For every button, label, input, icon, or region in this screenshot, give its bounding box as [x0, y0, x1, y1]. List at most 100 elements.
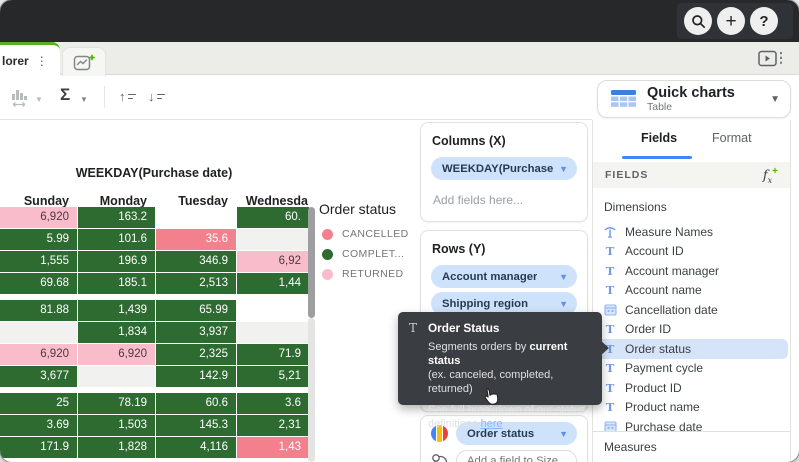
columns-shelf-title: Columns (X) [432, 134, 576, 148]
table-cell[interactable]: 163.2 [78, 207, 155, 228]
table-cell[interactable]: 196.9 [78, 251, 155, 272]
table-cell[interactable]: 185.1 [78, 273, 155, 294]
table-row: 6,9206,9202,32571.9 [0, 344, 309, 365]
dimension-item-account-manager[interactable]: TAccount manager [596, 261, 788, 281]
table-cell[interactable]: 145.3 [156, 415, 236, 436]
chevron-down-icon[interactable]: ▼ [559, 272, 568, 282]
table-cell[interactable]: 1,439 [78, 300, 155, 321]
table-cell[interactable]: 69.68 [0, 273, 77, 294]
chart-type-chevron-icon[interactable]: ▼ [35, 95, 43, 104]
dimension-item-product-name[interactable]: TProduct name [596, 398, 788, 418]
tab-fields[interactable]: Fields [641, 131, 677, 145]
measures-divider [592, 431, 790, 432]
table-cell[interactable]: 142.9 [156, 366, 236, 387]
chevron-down-icon: ▼ [770, 94, 780, 105]
table-cell[interactable]: 2,325 [156, 344, 236, 365]
table-cell[interactable]: 5.99 [0, 229, 77, 250]
sort-lines-icon [157, 94, 165, 100]
table-cell[interactable]: 6,92 [237, 251, 309, 272]
dimension-item-cancellation-date[interactable]: Cancellation date [596, 300, 788, 320]
table-cell[interactable] [78, 366, 155, 387]
text-icon: T [603, 283, 617, 297]
table-cell[interactable]: 3,677 [0, 366, 77, 387]
tooltip-title: Order Status [428, 321, 590, 335]
table-cell[interactable]: 65.99 [156, 300, 236, 321]
table-cell[interactable]: 1,555 [0, 251, 77, 272]
dimension-item-label: Product name [625, 400, 700, 414]
table-cell[interactable] [237, 229, 309, 250]
dimension-item-measure-names[interactable]: Measure Names [596, 222, 788, 242]
search-button[interactable] [684, 7, 712, 35]
definitions-link[interactable]: here [481, 418, 503, 430]
add-calculated-field-button[interactable]: fx+ [763, 166, 778, 185]
table-cell[interactable]: 60.6 [156, 393, 236, 414]
dimension-item-label: Purchase date [625, 420, 702, 431]
chart-type-button[interactable] [10, 86, 32, 113]
sort-descending-button[interactable]: ↓ [148, 90, 165, 103]
chevron-down-icon[interactable]: ▼ [559, 164, 568, 174]
table-cell[interactable]: 3.69 [0, 415, 77, 436]
table-cell[interactable]: 81.88 [0, 300, 77, 321]
table-cell[interactable]: 25 [0, 393, 77, 414]
chart-type-selector[interactable]: Quick charts Table ▼ [597, 80, 791, 118]
table-cell[interactable]: 6,920 [0, 344, 77, 365]
dimension-item-purchase-date[interactable]: Purchase date [596, 417, 788, 431]
legend-item[interactable]: RETURNED [322, 264, 409, 284]
measure-names-icon [603, 225, 617, 239]
aggregation-chevron-icon[interactable]: ▼ [80, 95, 88, 104]
table-cell[interactable] [0, 322, 77, 343]
new-chart-tab[interactable] [62, 47, 106, 76]
field-pill-account-manager[interactable]: Account manager▼ [431, 265, 577, 288]
table-cell[interactable]: 71.9 [237, 344, 309, 365]
table-cell[interactable]: 1,503 [78, 415, 155, 436]
field-tooltip: T Order Status Segments orders by curren… [398, 312, 602, 405]
table-cell[interactable]: 1,828 [78, 437, 155, 458]
dimension-item-order-status[interactable]: TOrder status [596, 339, 788, 359]
panel-right-edge [790, 120, 791, 462]
table-cell[interactable]: 2,513 [156, 273, 236, 294]
table-cell[interactable]: 5,21 [237, 366, 309, 387]
table-cell[interactable]: 1,44 [237, 273, 309, 294]
table-cell[interactable]: 346.9 [156, 251, 236, 272]
table-cell[interactable]: 1,834 [78, 322, 155, 343]
text-type-icon: T [409, 321, 417, 335]
table-cell[interactable]: 78.19 [78, 393, 155, 414]
dimension-item-payment-cycle[interactable]: TPayment cycle [596, 359, 788, 379]
collapse-panel-button[interactable] [758, 50, 788, 68]
sort-ascending-button[interactable]: ↑ [119, 90, 136, 103]
tab-menu-icon[interactable]: ⋮ [36, 54, 48, 68]
chevron-down-icon[interactable]: ▼ [559, 299, 568, 309]
columns-drop-hint[interactable]: Add fields here... [433, 193, 575, 207]
table-cell[interactable]: 6,920 [78, 344, 155, 365]
tab-explorer[interactable]: lorer ⋮ [0, 42, 60, 76]
help-button[interactable]: ? [750, 7, 778, 35]
add-button[interactable]: + [717, 7, 745, 35]
size-field-input[interactable] [456, 450, 577, 462]
table-cell[interactable] [156, 207, 236, 228]
dimension-item-account-id[interactable]: TAccount ID [596, 242, 788, 262]
dimension-item-product-id[interactable]: TProduct ID [596, 378, 788, 398]
aggregation-button[interactable]: Σ [60, 85, 70, 105]
table-cell[interactable]: 101.6 [78, 229, 155, 250]
table-cell[interactable]: 2,31 [237, 415, 309, 436]
table-cell[interactable] [237, 300, 309, 321]
table-cell[interactable]: 3,937 [156, 322, 236, 343]
table-cell[interactable]: 1,43 [237, 437, 309, 458]
table-cell[interactable]: 4,116 [156, 437, 236, 458]
dimension-item-account-name[interactable]: TAccount name [596, 281, 788, 301]
table-cell[interactable]: 6,920 [0, 207, 77, 228]
legend-item[interactable]: COMPLET... [322, 244, 409, 264]
table-cell[interactable]: 60. [237, 207, 309, 228]
bar-chart-icon [10, 86, 32, 108]
table-scrollbar-thumb[interactable] [308, 207, 315, 318]
table-cell[interactable]: 35.6 [156, 229, 236, 250]
dimension-item-order-id[interactable]: TOrder ID [596, 320, 788, 340]
table-body: 6,920163.260.5.99101.635.61,555196.9346.… [0, 207, 309, 459]
table-cell[interactable]: 171.9 [0, 437, 77, 458]
table-cell[interactable] [237, 322, 309, 343]
legend-item[interactable]: CANCELLED [322, 224, 409, 244]
tab-format[interactable]: Format [712, 131, 752, 145]
field-pill-weekday[interactable]: WEEKDAY(Purchase date) ▼ [431, 157, 577, 180]
table-scrollbar-track[interactable] [308, 318, 315, 462]
table-cell[interactable]: 3.6 [237, 393, 309, 414]
